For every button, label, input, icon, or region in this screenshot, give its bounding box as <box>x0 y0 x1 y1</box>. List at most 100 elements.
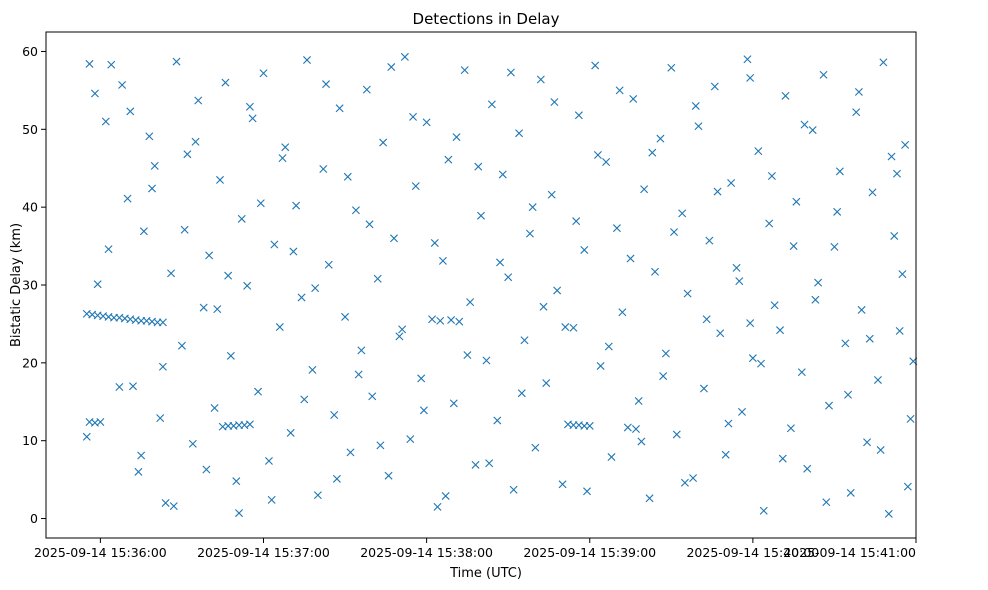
data-point <box>487 100 496 109</box>
x-tick-label: 2025-09-14 15:40:00 <box>686 545 819 560</box>
y-tick-label: 60 <box>22 44 38 59</box>
data-point <box>254 387 263 396</box>
data-point <box>596 361 605 370</box>
data-point <box>558 480 567 489</box>
data-point <box>591 61 600 70</box>
data-point <box>509 485 518 494</box>
data-point <box>528 203 537 212</box>
data-point <box>411 182 420 191</box>
data-point <box>118 80 127 89</box>
data-point <box>767 172 776 181</box>
data-point <box>471 460 480 469</box>
data-point <box>607 453 616 462</box>
data-point <box>256 199 265 208</box>
data-point <box>732 263 741 272</box>
data-point <box>887 152 896 161</box>
data-point <box>822 498 831 507</box>
data-point <box>297 293 306 302</box>
data-markers <box>82 52 918 518</box>
data-point <box>387 63 396 72</box>
data-point <box>115 382 124 391</box>
data-point <box>515 129 524 138</box>
data-point <box>746 73 755 82</box>
data-point <box>727 179 736 188</box>
data-point <box>145 132 154 141</box>
data-point <box>210 404 219 412</box>
data-point <box>205 251 214 260</box>
data-point <box>270 240 279 249</box>
data-point <box>803 464 812 473</box>
data-point <box>226 351 235 360</box>
data-point <box>792 197 801 206</box>
data-point <box>689 474 698 483</box>
data-point <box>303 56 311 65</box>
data-point <box>335 104 344 113</box>
data-point <box>177 341 186 350</box>
data-point <box>800 120 809 129</box>
data-point <box>466 298 475 307</box>
x-tick-label: 2025-09-14 15:38:00 <box>360 545 493 560</box>
data-point <box>400 52 409 61</box>
data-point <box>319 165 328 173</box>
data-point <box>150 161 159 170</box>
data-point <box>346 448 355 457</box>
data-point <box>833 207 842 216</box>
data-point <box>743 55 752 64</box>
data-point <box>281 143 290 152</box>
data-point <box>447 316 456 325</box>
data-point <box>264 456 273 465</box>
data-point <box>213 305 222 314</box>
data-point <box>778 454 787 463</box>
data-point <box>569 323 578 332</box>
data-point <box>629 94 638 103</box>
x-axis-label: Time (UTC) <box>449 566 522 581</box>
data-point <box>357 346 366 355</box>
data-point <box>286 428 295 437</box>
data-point <box>550 98 559 107</box>
data-point <box>678 209 687 218</box>
data-point <box>531 443 540 452</box>
data-point <box>406 435 415 444</box>
data-point <box>585 421 594 430</box>
data-point <box>797 368 806 377</box>
data-point <box>485 459 494 468</box>
data-point <box>835 167 844 176</box>
data-point <box>536 75 545 84</box>
data-point <box>667 63 676 72</box>
data-point <box>354 370 363 379</box>
data-point <box>602 158 611 166</box>
data-point <box>656 134 665 143</box>
data-point <box>901 140 910 149</box>
data-point <box>716 329 725 338</box>
data-point <box>580 245 589 254</box>
data-point <box>857 305 866 314</box>
data-point <box>670 228 679 237</box>
y-tick-label: 40 <box>22 200 38 215</box>
data-point <box>376 441 385 450</box>
data-point <box>123 194 132 203</box>
data-point <box>542 379 551 388</box>
data-point <box>631 425 640 434</box>
data-point <box>841 339 850 348</box>
data-point <box>191 137 200 146</box>
data-point <box>517 389 526 398</box>
data-point <box>525 229 534 238</box>
data-point <box>765 219 774 228</box>
x-tick-label: 2025-09-14 15:39:00 <box>523 545 656 560</box>
data-point <box>101 117 110 126</box>
data-point <box>892 169 901 178</box>
data-point <box>107 60 116 69</box>
data-point <box>172 57 181 66</box>
data-point <box>90 89 99 98</box>
data-point <box>634 397 643 405</box>
data-point <box>539 302 548 311</box>
data-point <box>661 349 670 358</box>
data-point <box>738 407 746 416</box>
data-point <box>267 495 276 504</box>
data-point <box>873 375 882 384</box>
data-point <box>289 247 298 256</box>
data-point <box>770 301 779 310</box>
data-point <box>390 234 398 243</box>
data-point <box>373 274 382 283</box>
